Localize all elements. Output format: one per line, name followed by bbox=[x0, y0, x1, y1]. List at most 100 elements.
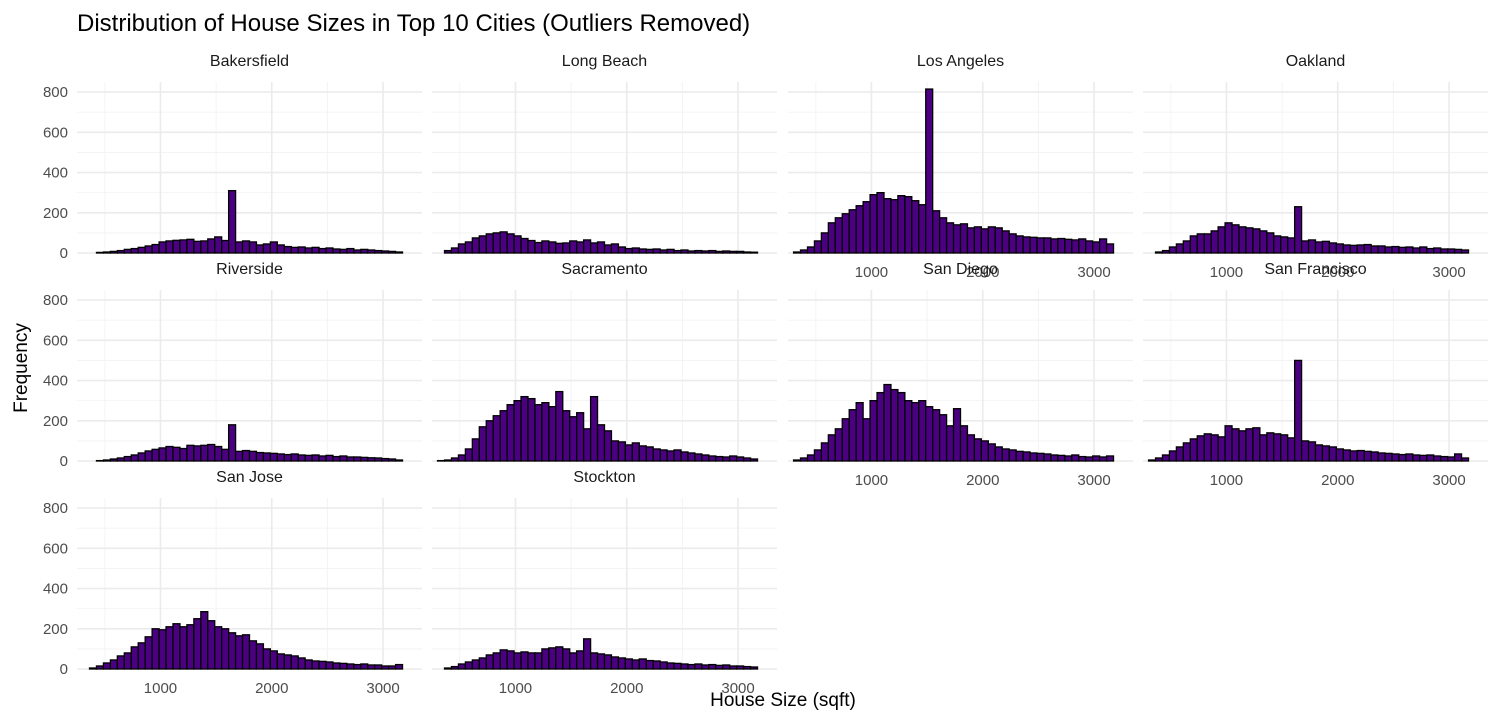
histogram-bar bbox=[172, 239, 181, 254]
histogram-bar bbox=[736, 456, 745, 462]
histogram-bar bbox=[1287, 437, 1296, 462]
y-tick-label: 200 bbox=[43, 413, 68, 430]
histogram-bar bbox=[1460, 457, 1470, 462]
histogram-bar bbox=[959, 223, 969, 254]
histogram-bar bbox=[318, 247, 327, 254]
histogram-bar bbox=[207, 620, 216, 670]
histogram-bar bbox=[269, 650, 278, 670]
histogram-bar bbox=[1307, 441, 1317, 462]
x-tick-label: 1000 bbox=[144, 680, 177, 697]
histogram-bar bbox=[1015, 235, 1024, 254]
histogram-bar bbox=[1370, 245, 1379, 254]
histogram-bar bbox=[617, 657, 627, 670]
histogram-bar bbox=[1092, 455, 1101, 462]
y-tick-label: 600 bbox=[43, 124, 68, 141]
histogram-bar bbox=[680, 451, 689, 462]
histogram-bar bbox=[945, 425, 955, 462]
histogram-bar bbox=[95, 665, 105, 670]
histogram-bar bbox=[659, 661, 668, 670]
histogram-bar bbox=[610, 243, 620, 254]
histogram-bar bbox=[1224, 222, 1233, 254]
histogram-bar bbox=[353, 249, 362, 254]
histogram-bar bbox=[1064, 238, 1073, 254]
histogram-bar bbox=[492, 415, 501, 462]
y-tick-label: 400 bbox=[43, 581, 68, 598]
histogram-bar bbox=[1043, 237, 1052, 254]
histogram-bar bbox=[596, 241, 606, 254]
histogram-bar bbox=[318, 455, 327, 462]
histogram-bar bbox=[1071, 454, 1080, 462]
histogram-bar bbox=[806, 454, 816, 462]
histogram-bar bbox=[1196, 233, 1205, 254]
histogram-bar bbox=[374, 664, 383, 670]
histogram-bar bbox=[687, 452, 696, 462]
histogram-bar bbox=[742, 457, 752, 462]
histogram-bar bbox=[1022, 451, 1031, 462]
histogram-bar bbox=[360, 456, 369, 462]
x-tick-label: 3000 bbox=[1432, 472, 1465, 489]
histogram-bar bbox=[1342, 449, 1351, 462]
histogram-bar bbox=[1363, 450, 1372, 462]
histogram-bar bbox=[610, 440, 620, 462]
x-tick-label: 2000 bbox=[1321, 264, 1354, 281]
histogram-bar bbox=[186, 444, 195, 462]
facet-strip-label: Sacramento bbox=[561, 261, 647, 278]
histogram-bar bbox=[360, 663, 369, 670]
histogram-bar bbox=[918, 204, 927, 254]
histogram-bar bbox=[234, 241, 244, 254]
histogram-bar bbox=[1300, 440, 1310, 462]
x-tick-label: 3000 bbox=[1432, 264, 1465, 281]
histogram-bar bbox=[179, 239, 188, 254]
histogram-bar bbox=[297, 454, 306, 462]
histogram-bar bbox=[304, 454, 313, 462]
histogram-bar bbox=[1293, 206, 1303, 254]
histogram-bar bbox=[813, 449, 823, 462]
x-tick-label: 3000 bbox=[1077, 264, 1110, 281]
histogram-bar bbox=[123, 652, 132, 670]
histogram-bar bbox=[1008, 233, 1017, 254]
histogram-bar bbox=[1328, 242, 1338, 254]
histogram-bar bbox=[255, 244, 265, 254]
histogram-bar bbox=[987, 443, 996, 462]
histogram-bar bbox=[1384, 246, 1393, 254]
histogram-bar bbox=[381, 665, 390, 670]
histogram-bar bbox=[701, 454, 710, 462]
histogram-bar bbox=[687, 250, 696, 254]
histogram-bar bbox=[179, 626, 188, 670]
histogram-bar bbox=[534, 404, 543, 462]
histogram-bar bbox=[443, 249, 453, 254]
histogram-bar bbox=[708, 663, 717, 670]
histogram-bar bbox=[638, 248, 647, 254]
histogram-bar bbox=[186, 238, 195, 254]
histogram-bar bbox=[742, 665, 752, 670]
histogram-bar bbox=[1273, 433, 1282, 462]
histogram-bar bbox=[221, 239, 230, 254]
histogram-bar bbox=[799, 249, 809, 254]
histogram-bar bbox=[158, 447, 167, 462]
facet-panel: Oakland 1000 2000 3000 bbox=[1143, 53, 1488, 281]
histogram-bar bbox=[820, 232, 829, 254]
histogram-bar bbox=[980, 440, 989, 462]
histogram-bar bbox=[520, 395, 529, 462]
histogram-bar bbox=[248, 450, 258, 462]
histogram-bar bbox=[925, 88, 934, 254]
histogram-bar bbox=[1280, 434, 1289, 462]
histogram-bar bbox=[589, 242, 599, 254]
histogram-bar bbox=[576, 241, 585, 254]
histogram-bar bbox=[207, 443, 216, 462]
histogram-bar bbox=[478, 235, 487, 254]
y-tick-label: 0 bbox=[60, 245, 68, 262]
histogram-bar bbox=[1161, 249, 1171, 254]
histogram-bar bbox=[311, 246, 320, 254]
histogram-bar bbox=[241, 449, 251, 462]
histogram-bar bbox=[631, 442, 640, 462]
chart-title: Distribution of House Sizes in Top 10 Ci… bbox=[77, 10, 750, 37]
histogram-bar bbox=[541, 402, 550, 462]
histogram-bar bbox=[269, 241, 278, 254]
x-tick-label: 2000 bbox=[966, 472, 999, 489]
histogram-bar bbox=[214, 445, 223, 462]
histogram-bar bbox=[645, 248, 654, 254]
histogram-bar bbox=[938, 414, 948, 462]
histogram-bar bbox=[576, 650, 585, 670]
